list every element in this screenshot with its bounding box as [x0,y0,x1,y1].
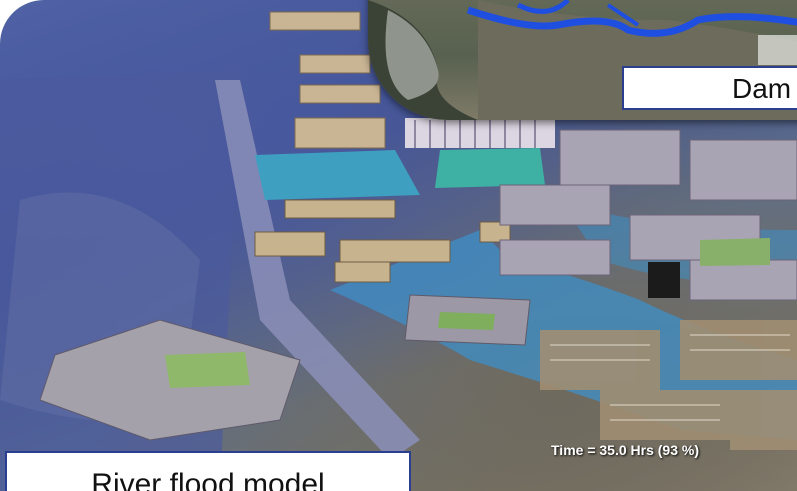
time-readout: Time = 35.0 Hrs (93 %) [551,442,699,458]
river-flood-model-label-box: River flood model [5,451,411,491]
dam-label-box: Dam [622,66,797,110]
dam-label: Dam [732,73,792,104]
river-flood-model-label: River flood model [91,468,325,491]
